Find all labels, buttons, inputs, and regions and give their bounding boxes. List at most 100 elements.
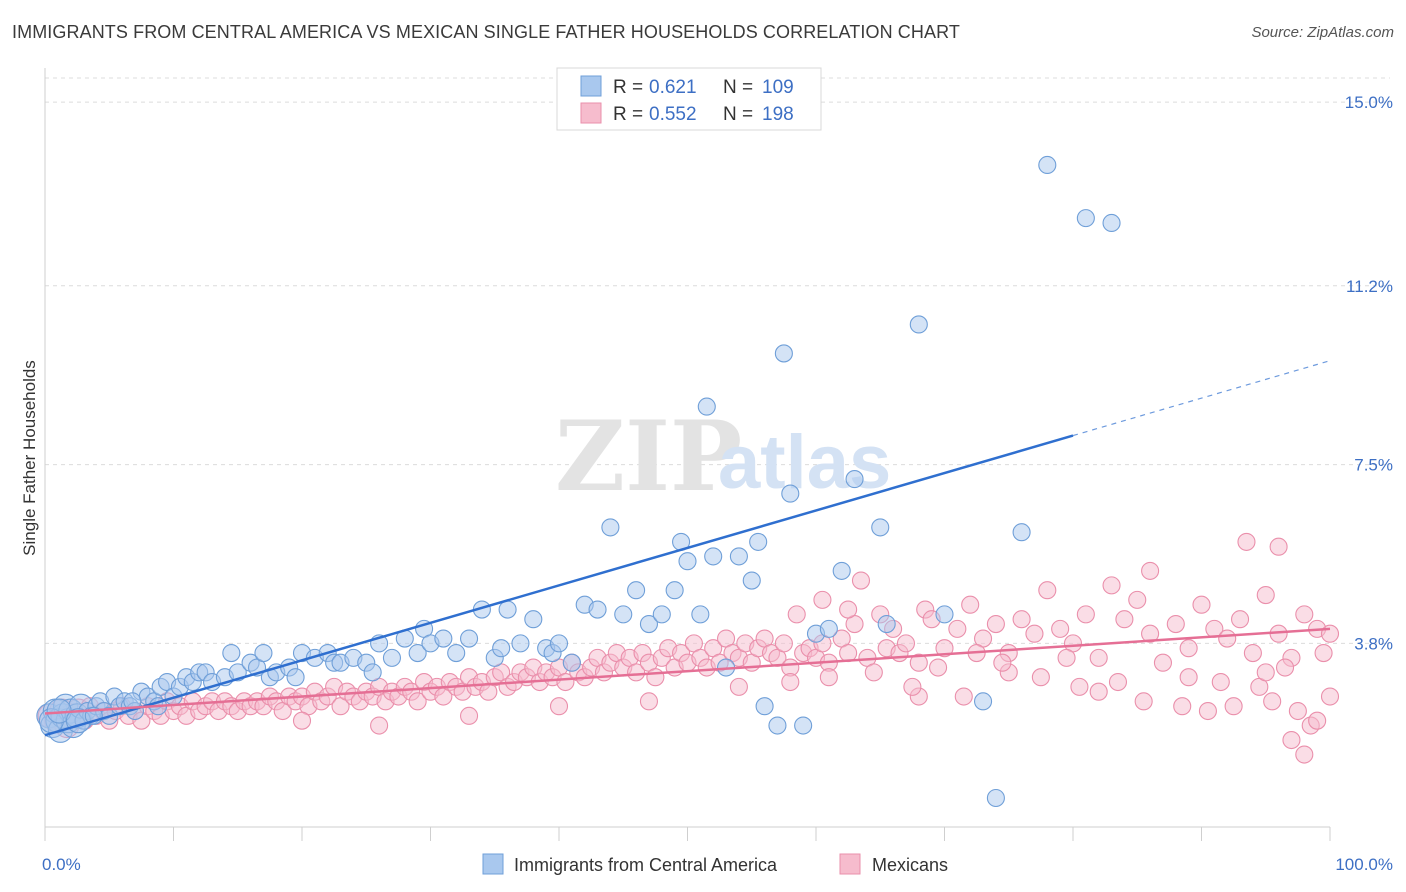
point-mexican-147 <box>1089 648 1108 667</box>
point-mexican-136 <box>948 619 967 638</box>
point-central-78 <box>639 614 659 634</box>
point-mexican-178 <box>1198 701 1217 721</box>
point-mexican-172 <box>819 668 838 687</box>
point-mexican-132 <box>909 653 928 672</box>
legend-r-value-central: 0.621 <box>649 77 697 98</box>
point-mexican-197 <box>1070 677 1089 696</box>
point-central-89 <box>749 532 768 551</box>
y-tick-label-1: 7.5% <box>1354 456 1393 475</box>
point-central-93 <box>781 484 800 503</box>
point-mexican-165 <box>1320 624 1340 643</box>
point-central-68 <box>524 610 543 629</box>
point-mexican-206 <box>813 590 832 609</box>
point-central-75 <box>601 518 620 537</box>
point-central-107 <box>1076 209 1095 228</box>
point-mexican-177 <box>1179 668 1198 687</box>
point-mexican-182 <box>1275 658 1295 677</box>
point-mexican-148 <box>1102 576 1121 595</box>
point-central-102 <box>935 605 954 624</box>
point-mexican-194 <box>1173 697 1192 716</box>
point-central-100 <box>877 614 896 634</box>
point-mexican-143 <box>1038 581 1057 600</box>
x-tick-label-1: 100.0% <box>1335 855 1393 874</box>
chart-title: IMMIGRANTS FROM CENTRAL AMERICA VS MEXIC… <box>12 22 960 42</box>
point-central-74 <box>588 600 607 619</box>
point-mexican-181 <box>1263 692 1282 711</box>
legend-n-value-mexican: 198 <box>762 104 794 125</box>
point-mexican-202 <box>903 677 922 696</box>
point-central-37 <box>222 643 241 663</box>
point-mexican-205 <box>1057 648 1076 667</box>
point-mexican-166 <box>292 711 312 730</box>
point-central-60 <box>434 629 453 648</box>
point-mexican-155 <box>1192 595 1211 614</box>
point-mexican-131 <box>896 634 916 653</box>
point-mexican-141 <box>1012 610 1031 629</box>
point-central-91 <box>768 716 787 735</box>
bottom-legend: Immigrants from Central America Mexicans <box>482 853 948 875</box>
legend: R = 0.621 N = 109 R = 0.552 N = 198 <box>556 67 822 131</box>
point-mexican-142 <box>1025 624 1044 643</box>
point-mexican-190 <box>1320 687 1340 706</box>
point-mexican-189 <box>1314 643 1333 663</box>
point-central-79 <box>652 605 671 624</box>
point-mexican-95 <box>646 668 665 687</box>
point-central-62 <box>459 629 479 648</box>
point-central-82 <box>678 552 697 571</box>
bottom-legend-swatch-mexican <box>839 853 861 875</box>
bottom-legend-label-central: Immigrants from Central America <box>514 855 778 875</box>
point-mexican-158 <box>1231 610 1250 629</box>
point-mexican-196 <box>1108 672 1128 692</box>
point-mexican-199 <box>993 653 1012 672</box>
point-central-76 <box>614 605 633 624</box>
y-tick-label-0: 3.8% <box>1354 634 1393 653</box>
trend-lines <box>44 360 1331 737</box>
point-central-106 <box>1038 155 1057 175</box>
point-mexican-167 <box>370 716 389 735</box>
point-mexican-179 <box>1224 697 1243 716</box>
point-mexican-151 <box>1141 624 1160 643</box>
point-mexican-175 <box>1089 682 1108 701</box>
point-mexican-137 <box>961 595 980 614</box>
legend-n-label-central: N = <box>723 77 753 98</box>
point-mexican-135 <box>935 639 954 658</box>
point-central-85 <box>704 547 723 566</box>
y-tick-labels: 3.8% 7.5% 11.2% 15.0% <box>1345 93 1393 653</box>
legend-r-value-mexican: 0.552 <box>649 104 697 125</box>
watermark-atlas: atlas <box>718 420 891 505</box>
point-mexican-201 <box>929 658 948 677</box>
point-mexican-193 <box>1211 672 1230 692</box>
point-mexican-170 <box>639 692 659 711</box>
point-mexican-144 <box>1051 619 1070 638</box>
y-tick-label-2: 11.2% <box>1346 277 1393 296</box>
point-mexican-157 <box>1218 629 1237 648</box>
point-mexican-203 <box>864 663 883 682</box>
point-central-72 <box>562 653 581 672</box>
watermark: ZIP atlas <box>555 400 891 513</box>
point-mexican-188 <box>1295 745 1314 764</box>
point-central-45 <box>286 668 305 687</box>
y-tick-label-3: 15.0% <box>1345 93 1393 112</box>
point-central-92 <box>774 344 793 363</box>
point-central-87 <box>729 547 748 566</box>
bottom-legend-swatch-central <box>482 853 504 875</box>
point-central-66 <box>498 600 517 619</box>
point-mexican-192 <box>1256 663 1275 682</box>
point-mexican-58 <box>408 692 427 711</box>
point-central-53 <box>363 663 382 682</box>
legend-swatch-central <box>580 75 602 97</box>
legend-r-label-mexican: R = <box>613 104 643 125</box>
point-central-55 <box>382 648 402 667</box>
trend-line-central-extension <box>1072 360 1331 437</box>
point-central-57 <box>408 643 427 663</box>
trend-line-central <box>44 434 1074 737</box>
point-central-103 <box>973 692 993 711</box>
point-mexican-115 <box>774 634 793 653</box>
point-central-83 <box>691 605 710 624</box>
point-central-97 <box>832 561 851 580</box>
point-central-41 <box>254 643 273 663</box>
point-mexican-139 <box>986 614 1005 634</box>
legend-swatch-mexican <box>580 102 602 124</box>
point-mexican-186 <box>1237 532 1256 551</box>
